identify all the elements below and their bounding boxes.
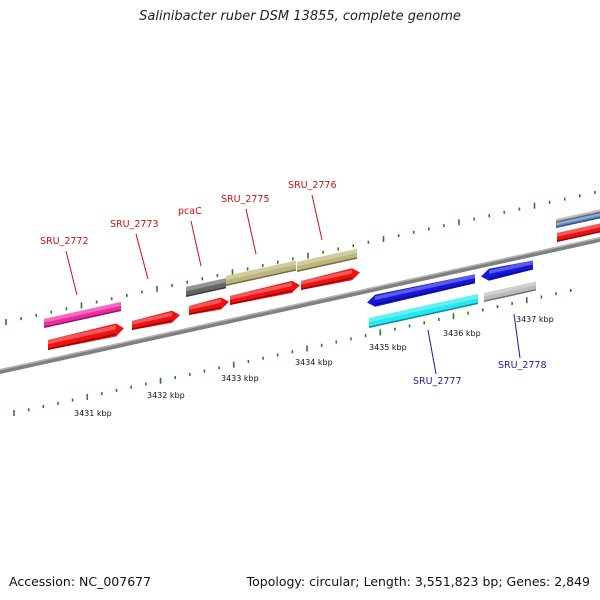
gene-sru2775-highlight bbox=[226, 260, 296, 281]
cds-sru2777 bbox=[369, 294, 478, 328]
kbp-label: 3433 kbp bbox=[221, 374, 259, 383]
gene-pcac-shadow bbox=[186, 286, 226, 297]
cds-sru2772-shadow bbox=[48, 333, 116, 350]
cds-pcac-shadow bbox=[189, 306, 221, 315]
gene-label-forward: SRU_2772 bbox=[40, 236, 89, 247]
cds-sru2776 bbox=[301, 268, 360, 290]
kbp-label: 3436 kbp bbox=[443, 329, 481, 338]
tick-track-top bbox=[5, 190, 596, 325]
gene-sru2777 bbox=[367, 274, 475, 307]
cds-sru2772 bbox=[48, 323, 124, 350]
gene-features bbox=[44, 209, 600, 350]
accession-text: Accession: NC_007677 bbox=[9, 574, 152, 589]
gene-label-reverse: SRU_2778 bbox=[498, 360, 547, 371]
map-title: Salinibacter ruber DSM 13855, complete g… bbox=[139, 9, 461, 24]
kbp-label: 3432 kbp bbox=[147, 391, 185, 400]
kbp-label: 3434 kbp bbox=[295, 358, 333, 367]
gene-sru2776-shadow bbox=[297, 257, 357, 272]
topology-text: Topology: circular; Length: 3,551,823 bp… bbox=[246, 574, 590, 589]
gene-sru2772-highlight bbox=[44, 302, 121, 323]
gene-sru2776-highlight bbox=[297, 248, 357, 267]
gene-sru2775-shadow bbox=[226, 269, 296, 286]
gene-edge-1-highlight bbox=[556, 209, 600, 221]
gene-label-forward: SRU_2773 bbox=[110, 219, 159, 230]
kbp-label: 3437 kbp bbox=[516, 315, 554, 324]
gene-sru2776 bbox=[297, 248, 357, 272]
cds-sru2778 bbox=[484, 281, 536, 302]
gene-edge-1-shadow bbox=[556, 211, 600, 223]
kbp-label: 3435 kbp bbox=[369, 343, 407, 352]
label-leader bbox=[427, 329, 437, 375]
label-leader bbox=[65, 250, 78, 296]
cds-sru2775-shadow bbox=[230, 289, 292, 305]
cds-sru2773-highlight bbox=[132, 312, 172, 325]
gene-sru2777-highlight bbox=[375, 274, 475, 301]
genome-backbone-shine bbox=[0, 237, 600, 371]
gene-pcac-highlight bbox=[186, 278, 226, 292]
label-leader bbox=[245, 208, 257, 255]
cds-edge-shadow bbox=[557, 231, 600, 242]
cds-sru2776-highlight bbox=[301, 269, 352, 285]
cds-sru2777-shadow bbox=[369, 302, 478, 328]
cds-pcac bbox=[189, 297, 229, 315]
gene-edge-2 bbox=[556, 213, 600, 228]
kbp-label: 3431 kbp bbox=[74, 409, 112, 418]
cds-sru2775-highlight bbox=[230, 282, 292, 300]
gene-label-forward: pcaC bbox=[178, 206, 202, 217]
label-leader bbox=[135, 233, 149, 280]
gene-edge-2-highlight bbox=[556, 213, 600, 226]
gene-edge-2-shadow bbox=[556, 216, 600, 228]
gene-sru2772-shadow bbox=[44, 309, 121, 328]
gene-pcac bbox=[186, 278, 226, 297]
position-labels: 3431 kbp 3432 kbp 3433 kbp 3434 kbp 3435 kbp… bbox=[74, 315, 554, 418]
cds-sru2773 bbox=[132, 310, 180, 330]
gene-sru2778 bbox=[481, 260, 533, 281]
gene-label-forward: SRU_2775 bbox=[221, 194, 270, 205]
cds-edge bbox=[557, 223, 600, 242]
cds-sru2773-shadow bbox=[132, 319, 172, 330]
gene-label-reverse: SRU_2777 bbox=[413, 376, 462, 387]
gene-sru2778-shadow bbox=[489, 268, 533, 280]
tick-track-bottom bbox=[13, 289, 572, 416]
gene-sru2772 bbox=[44, 302, 121, 328]
cds-sru2778-highlight bbox=[484, 281, 536, 297]
label-leader bbox=[190, 220, 202, 267]
gene-sru2778-highlight bbox=[489, 260, 533, 275]
gene-sru2775 bbox=[226, 260, 296, 286]
gene-sru2777-shadow bbox=[375, 281, 475, 306]
cds-edge-highlight bbox=[557, 223, 600, 237]
gene-labels: SRU_2772 SRU_2773 pcaC SRU_2775 SRU_2776 SRU_… bbox=[40, 180, 547, 387]
cds-sru2778-shadow bbox=[484, 289, 536, 302]
label-leader bbox=[513, 313, 521, 359]
gene-label-forward: SRU_2776 bbox=[288, 180, 337, 191]
cds-sru2776-shadow bbox=[301, 277, 352, 290]
label-leader bbox=[311, 194, 323, 241]
cds-sru2777-highlight bbox=[369, 294, 478, 323]
cds-pcac-highlight bbox=[189, 298, 221, 310]
cds-sru2772-highlight bbox=[48, 325, 116, 345]
cds-sru2775 bbox=[230, 280, 300, 305]
gene-edge-1 bbox=[556, 209, 600, 223]
